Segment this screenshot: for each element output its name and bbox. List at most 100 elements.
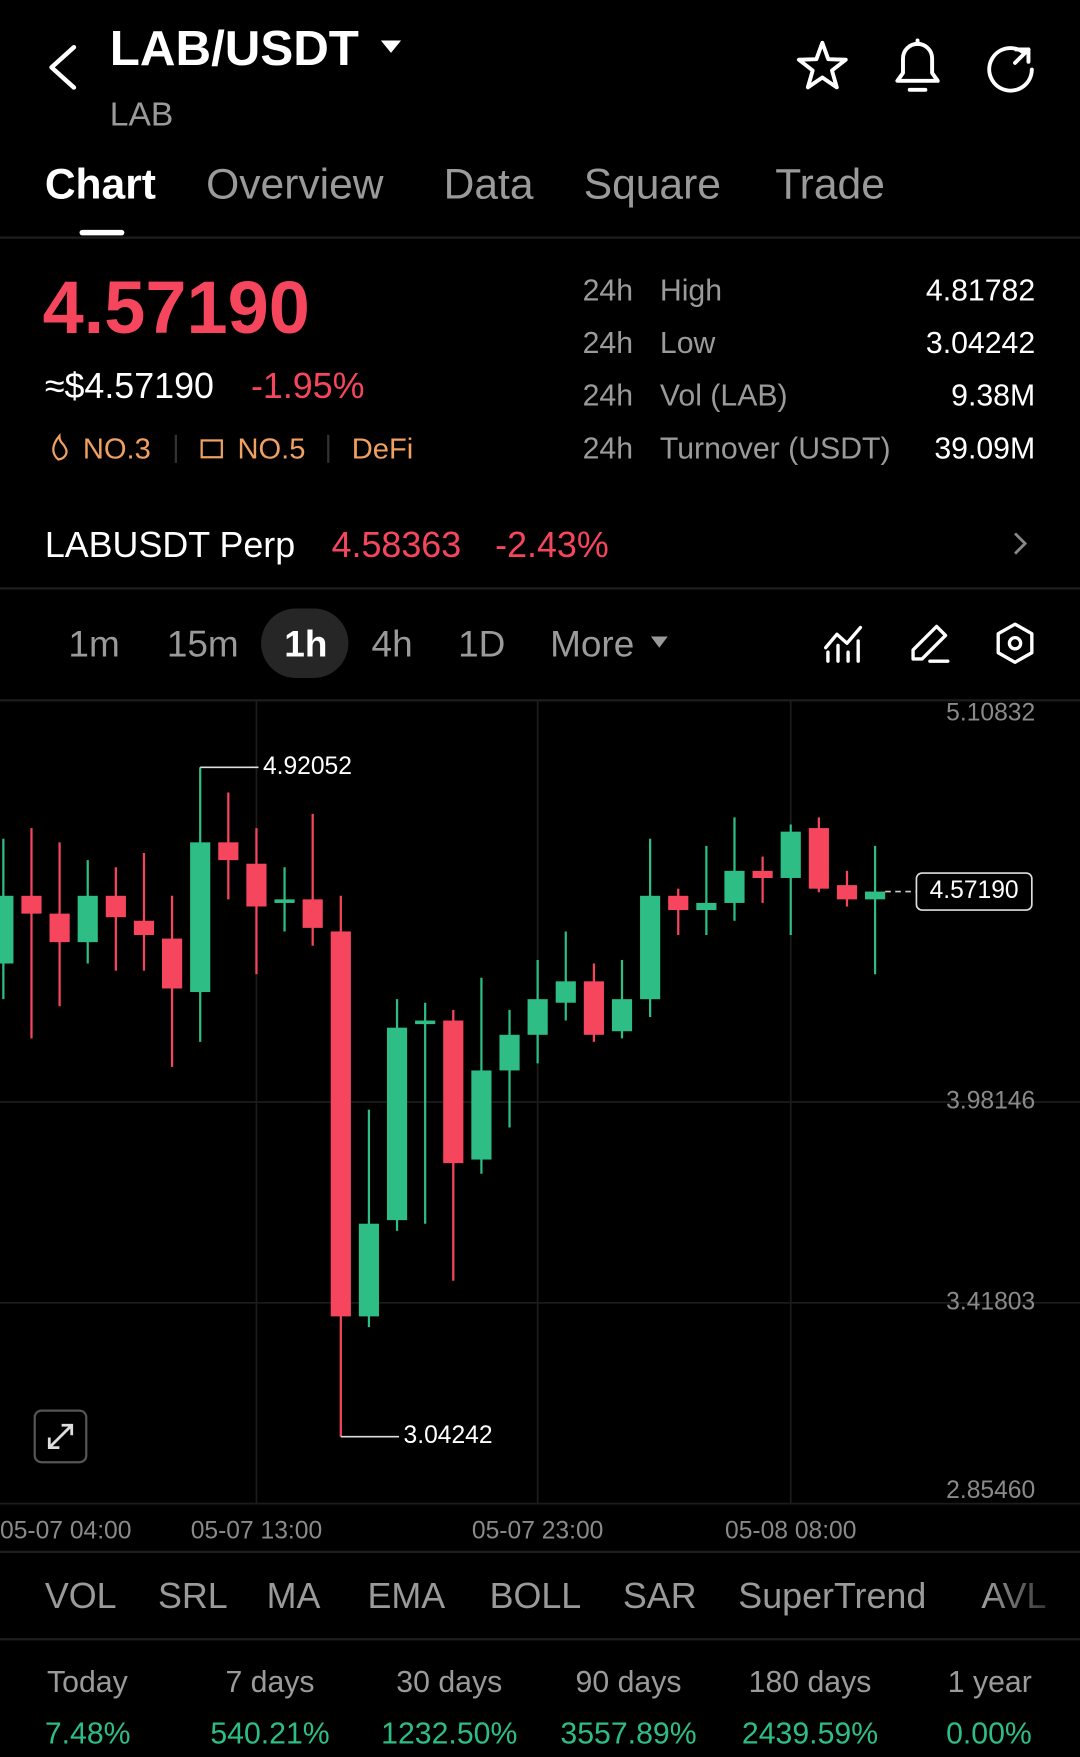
interval[interactable]: 1m (68, 624, 119, 665)
candle-body (0, 895, 14, 964)
candle-body (49, 913, 70, 943)
indicator-tab[interactable]: MA (267, 1576, 321, 1616)
tag[interactable]: NO.3 (83, 433, 151, 465)
tab[interactable]: Square (584, 160, 721, 208)
draw-icon[interactable] (911, 624, 950, 663)
tab[interactable]: Trade (775, 160, 885, 208)
candle-body (555, 981, 576, 1003)
tab[interactable]: Overview (206, 160, 384, 208)
candle-body (640, 895, 661, 1000)
x-tick-label: 05-08 08:00 (725, 1517, 856, 1544)
stat-label: Vol (LAB) (660, 380, 788, 413)
candle-body (527, 999, 548, 1035)
last-price: 4.57190 (43, 266, 310, 349)
tab-indicator (79, 229, 125, 236)
candle-body (836, 885, 858, 900)
extreme-label: 4.92052 (263, 753, 352, 780)
candle-body (471, 1070, 492, 1160)
interval[interactable]: More (550, 624, 634, 665)
indicator-tab[interactable]: SAR (623, 1576, 697, 1616)
indicator-tab[interactable]: SRL (158, 1576, 228, 1616)
performance-label: 90 days (576, 1666, 682, 1699)
y-tick-label: 5.10832 (946, 699, 1035, 726)
interval[interactable]: 1D (458, 624, 505, 665)
scroll-fade (985, 1568, 1080, 1632)
x-tick-label: 05-07 13:00 (191, 1517, 322, 1544)
candle-body (218, 842, 239, 861)
interval[interactable]: 15m (167, 624, 239, 665)
stat-period: 24h (583, 327, 633, 360)
expand-button[interactable] (33, 1409, 88, 1464)
rank-icon (52, 432, 68, 461)
performance-value: 1232.50% (381, 1717, 517, 1750)
performance-value: 540.21% (210, 1717, 329, 1750)
stat-value: 4.81782 (926, 274, 1035, 307)
candle-body (386, 1027, 408, 1221)
settings-icon[interactable] (996, 622, 1034, 664)
stat-period: 24h (583, 432, 633, 465)
tag[interactable]: DeFi (352, 433, 413, 465)
stat-period: 24h (583, 380, 633, 413)
candle-body (133, 920, 155, 936)
candle-body (415, 1020, 436, 1025)
perp-name: LABUSDT Perp (45, 525, 295, 565)
perp-price: 4.58363 (332, 525, 462, 565)
indicator-tab[interactable]: EMA (367, 1576, 445, 1616)
pair-dropdown[interactable] (380, 40, 402, 53)
candle-body (724, 870, 745, 903)
favorite-icon[interactable] (796, 40, 848, 90)
indicator-tab[interactable]: BOLL (490, 1576, 582, 1616)
alert-icon[interactable] (895, 38, 940, 92)
performance-value: 2439.59% (742, 1717, 878, 1750)
interval[interactable]: 1h (284, 624, 327, 665)
performance-label: 30 days (396, 1666, 502, 1699)
interval-pill (261, 608, 349, 678)
stat-label: Turnover (USDT) (660, 432, 891, 465)
candle-body (780, 831, 801, 878)
candle-body (21, 895, 42, 914)
y-tick-label: 2.85460 (946, 1477, 1035, 1504)
performance-value: 3557.89% (560, 1717, 696, 1750)
candle-body (274, 899, 295, 903)
candle-body (696, 902, 717, 911)
candle-body (808, 828, 829, 889)
sector-icon (200, 439, 223, 459)
candle-body (190, 842, 211, 993)
performance-label: Today (47, 1666, 129, 1699)
x-tick-label: 05-07 23:00 (472, 1517, 603, 1544)
stat-value: 3.04242 (926, 327, 1035, 360)
interval[interactable]: 4h (372, 624, 413, 665)
indicator-tab[interactable]: SuperTrend (738, 1576, 926, 1616)
candle-body (358, 1223, 380, 1317)
perp-chevron[interactable] (1014, 532, 1028, 555)
refresh-icon[interactable] (987, 46, 1034, 93)
back-button[interactable] (49, 44, 77, 90)
stat-label: Low (660, 327, 716, 360)
indicator-tab[interactable]: VOL (45, 1576, 117, 1616)
y-tick-label: 3.41803 (946, 1288, 1035, 1315)
candle-body (246, 863, 267, 907)
candle-body (105, 895, 126, 918)
stat-value: 39.09M (934, 432, 1035, 465)
candle-body (77, 895, 98, 943)
candle-body (162, 938, 183, 989)
perp-change: -2.43% (495, 525, 609, 565)
candle-body (330, 931, 351, 1317)
candle-body (611, 999, 633, 1032)
x-tick-label: 05-07 04:00 (0, 1517, 131, 1544)
candle-body (499, 1034, 520, 1071)
candle-body (865, 891, 886, 900)
tab[interactable]: Data (444, 160, 534, 208)
candle-body (583, 981, 604, 1035)
content: LAB/USDT LAB Chart Overview Data Square Trade 4… (0, 21, 1080, 1750)
candle-body (443, 1020, 464, 1164)
stat-value: 9.38M (951, 380, 1035, 413)
indicator-icon[interactable] (824, 625, 863, 663)
performance-label: 180 days (749, 1666, 872, 1699)
tab[interactable]: Chart (45, 160, 156, 208)
performance-label: 1 year (948, 1666, 1032, 1699)
tag[interactable]: NO.5 (238, 433, 306, 465)
